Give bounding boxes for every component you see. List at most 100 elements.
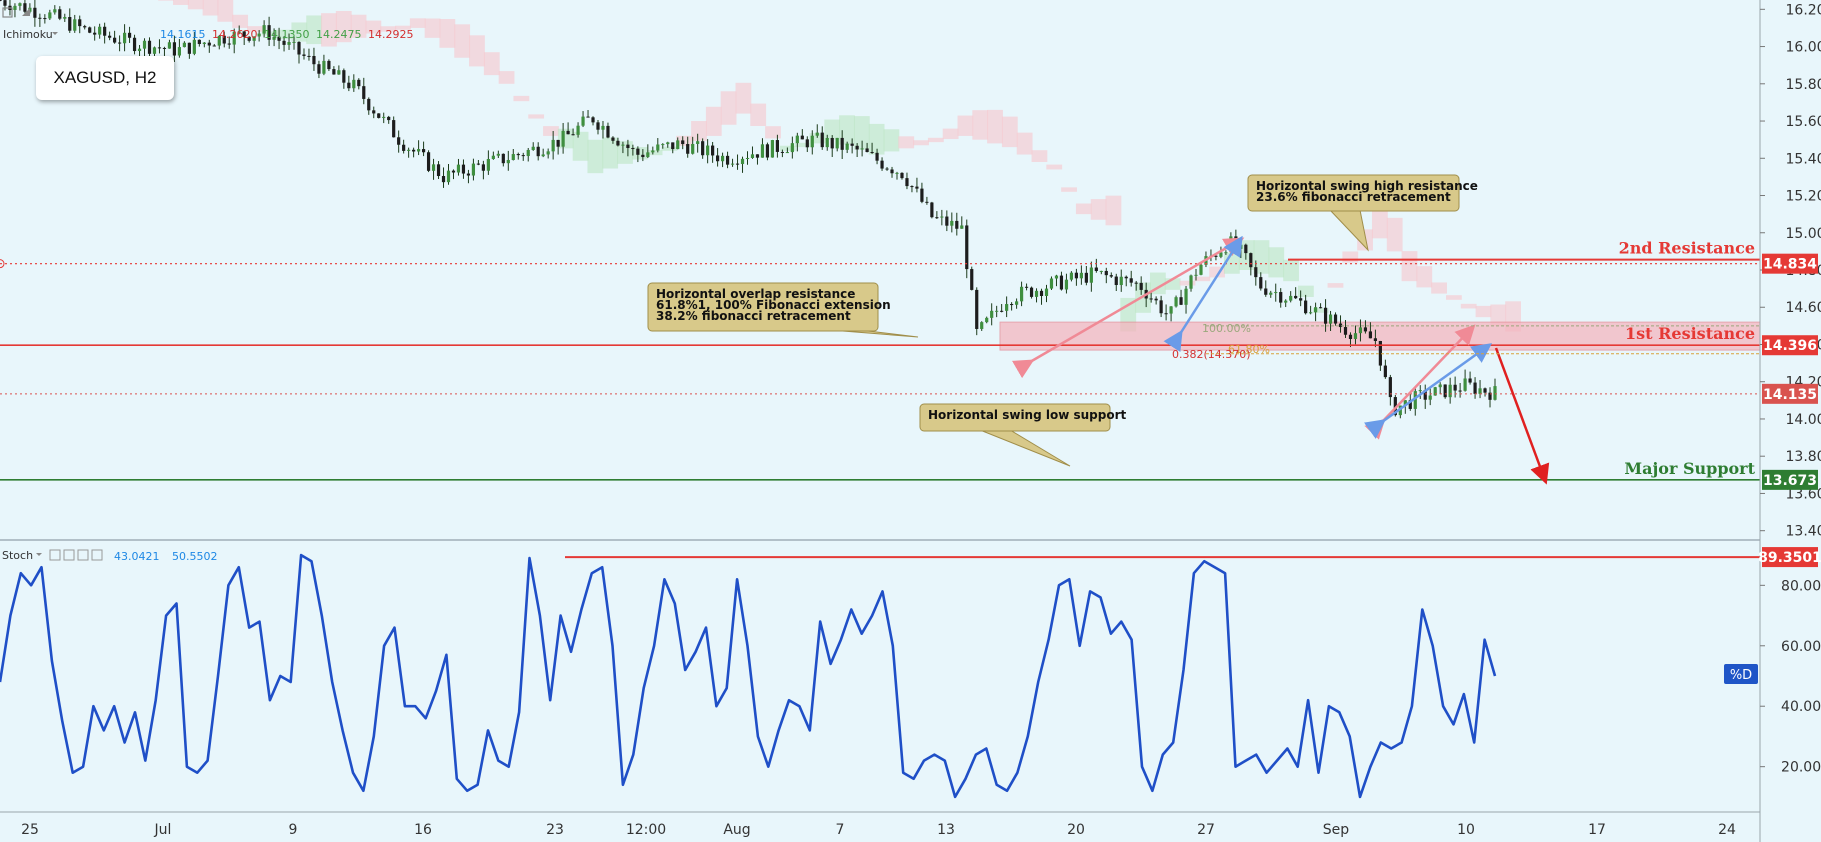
candle-down [1264,288,1268,295]
candle-up [272,36,276,40]
cloud-segment [335,10,352,43]
chevron-down-icon[interactable] [36,553,42,556]
stoch-tick-label: 80.0000 [1781,578,1821,594]
candle-down [850,143,854,146]
candle-up [471,163,476,176]
price-tag-label: 14.396 [1763,338,1817,354]
candle-down [1318,307,1323,309]
candle-up [1184,288,1188,305]
time-tick-label: 10 [1457,822,1475,838]
cloud-segment [1075,203,1092,215]
candle-down [501,153,505,164]
candle-down [387,116,391,121]
cloud-segment [765,126,781,139]
annotation-box [919,403,1111,432]
time-tick-label: Sep [1323,822,1350,838]
candle-up [262,25,266,34]
cloud-segment [543,126,559,136]
time-axis[interactable]: 25 Jul 9 16 23 12:00 Aug 7 13 20 27 Sep 10 17 24 [21,822,1736,838]
candle-down [372,110,376,114]
candle-down [242,31,246,37]
ichimoku-legend: Ichimoku 14.1615 14.2620 14.1350 14.2475 14.… [3,28,414,41]
level-marker [0,259,5,269]
cloud-segment [705,106,722,136]
candle-up [825,137,829,148]
ichimoku-name[interactable]: Ichimoku [3,28,53,41]
candle-up [980,322,984,329]
candle-down [1154,298,1158,301]
price-tick-label: 14.600 [1786,300,1821,316]
candle-down [780,151,784,153]
cloud-segment [1401,251,1418,282]
stoch-pane [0,553,1760,799]
candle-down [1249,253,1253,268]
candle-down [317,64,321,74]
fib-arrow-blue [1363,343,1493,439]
price-tag [1762,469,1818,490]
annotation-text: Horizontal swing high resistance [1256,179,1478,193]
candle-up [1054,275,1059,279]
time-tick-label: 25 [21,822,39,838]
collapse-icon[interactable] [2,7,13,18]
price-tag-label: 14.135 [1763,387,1817,403]
candle-down [312,55,316,65]
candle-up [446,170,451,183]
add-icon[interactable] [77,549,89,561]
candle-up [98,26,102,35]
candle-down [596,122,600,130]
annotation-box [647,282,879,332]
candle-down [900,172,904,179]
cloud-segment [380,26,397,32]
candle-up [1438,384,1442,388]
annotation-callout[interactable]: Horizontal swing low support [919,403,1127,467]
candle-up [1353,333,1358,339]
visibility-icon[interactable] [49,549,61,561]
candle-down [626,144,630,149]
time-tick-label: 17 [1588,822,1606,838]
candle-down [516,154,520,156]
close-icon[interactable] [91,549,103,561]
candle-down [975,289,979,329]
candle-down [1114,276,1118,286]
candle-down [800,135,804,140]
stoch-name[interactable]: Stoch [2,549,33,562]
candle-up [676,140,680,150]
settings-icon[interactable] [63,549,75,561]
candle-down [1299,298,1303,301]
candle-down [1259,277,1263,289]
candle-up [950,220,954,226]
cloud-segment [602,137,619,169]
candle-up [696,141,700,144]
candle-up [576,125,580,135]
candle-down [735,163,740,165]
cloud-segment [646,149,663,156]
cloud-segment [883,129,900,152]
candle-down [33,7,37,18]
chevron-down-icon[interactable] [52,32,58,35]
cloud-segment [424,18,441,38]
candle-down [227,43,231,45]
candle-up [770,140,775,158]
candle-down [327,60,331,70]
stoch-value-2: 50.5502 [172,550,218,563]
candle-down [805,139,809,148]
cloud-segment [735,82,752,114]
cloud-segment [898,136,915,149]
candle-up [1079,272,1083,279]
candle-down [725,155,730,165]
time-tick-label: 9 [289,822,298,838]
price-tick-label: 15.800 [1786,77,1821,93]
candle-up [1199,264,1203,275]
pin-icon[interactable] [22,8,30,16]
ichimoku-values: 14.1615 14.2620 14.1350 14.2475 14.2925 [160,28,414,41]
candle-down [362,86,366,99]
candle-down [1149,298,1153,300]
cloud-segment [291,22,308,42]
candle-up [48,12,52,19]
candle-down [1453,384,1457,391]
candle-up [177,47,181,56]
time-tick-label: 23 [546,822,564,838]
